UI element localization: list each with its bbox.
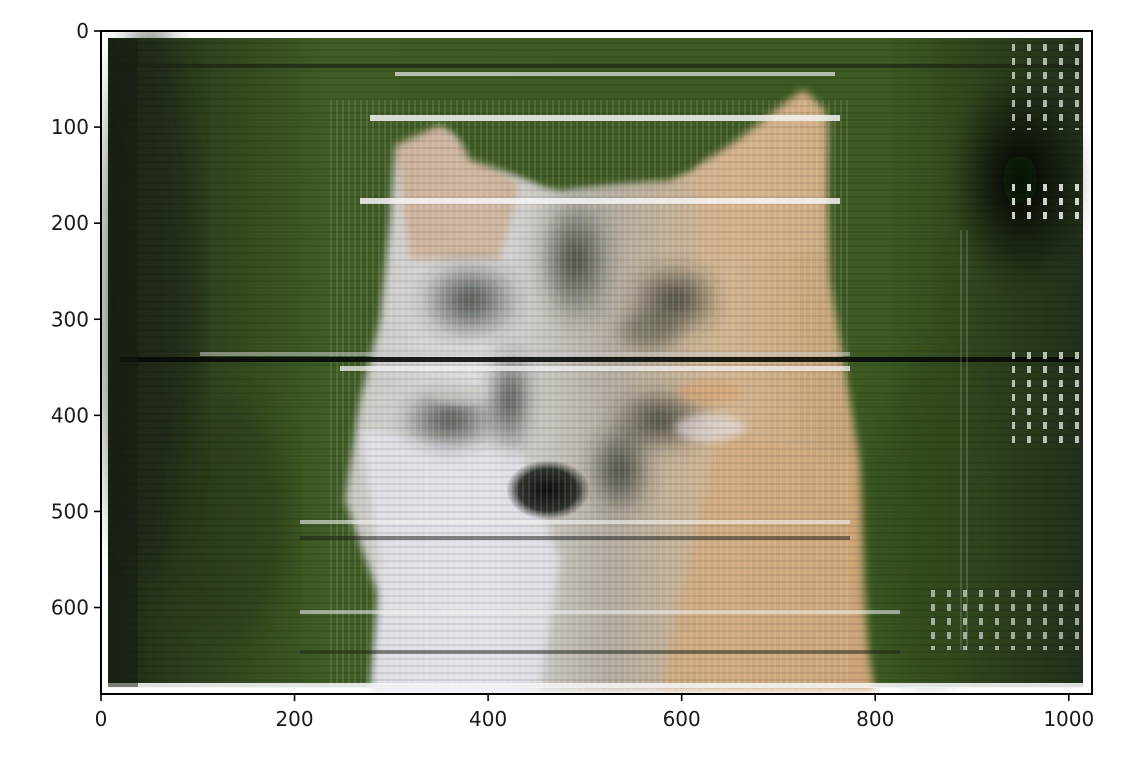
x-tick-label: 400 xyxy=(469,707,507,731)
plot-frame xyxy=(100,30,1093,695)
x-tick-label: 200 xyxy=(275,707,313,731)
y-tick-label: 500 xyxy=(51,499,89,523)
y-tick-label: 400 xyxy=(51,403,89,427)
y-tick-label: 100 xyxy=(51,115,89,139)
x-tick-label: 0 xyxy=(95,707,108,731)
y-axis: 0 100 200 300 400 500 600 xyxy=(51,19,101,620)
y-tick-label: 300 xyxy=(51,307,89,331)
x-tick-label: 800 xyxy=(856,707,894,731)
y-tick-label: 0 xyxy=(76,19,89,43)
y-tick-label: 600 xyxy=(51,596,89,620)
y-tick-label: 200 xyxy=(51,211,89,235)
x-axis: 0 200 400 600 800 1000 xyxy=(95,694,1094,731)
x-tick-label: 1000 xyxy=(1043,707,1094,731)
x-tick-label: 600 xyxy=(663,707,701,731)
image-content xyxy=(101,31,1092,694)
